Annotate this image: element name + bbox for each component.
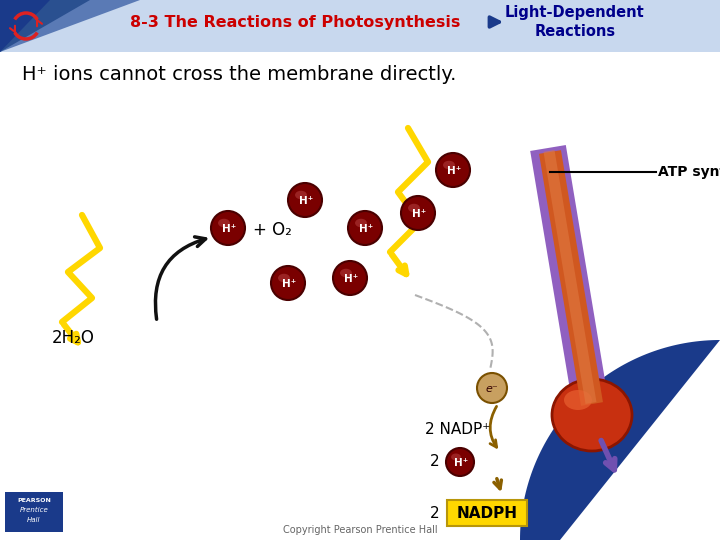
Text: 2 NADP⁺: 2 NADP⁺ bbox=[425, 422, 490, 437]
Circle shape bbox=[401, 196, 435, 230]
Bar bbox=[0, 0, 720, 52]
Text: ATP synthase: ATP synthase bbox=[658, 165, 720, 179]
Text: Hall: Hall bbox=[27, 517, 41, 523]
Polygon shape bbox=[520, 340, 720, 540]
Text: H⁺: H⁺ bbox=[299, 196, 313, 206]
Text: PEARSON: PEARSON bbox=[17, 497, 51, 503]
Ellipse shape bbox=[552, 379, 632, 451]
Text: H⁺ ions cannot cross the membrane directly.: H⁺ ions cannot cross the membrane direct… bbox=[22, 65, 456, 84]
Ellipse shape bbox=[443, 161, 455, 169]
Circle shape bbox=[477, 373, 507, 403]
FancyBboxPatch shape bbox=[447, 500, 527, 526]
Text: H⁺: H⁺ bbox=[344, 274, 358, 284]
Ellipse shape bbox=[218, 219, 230, 227]
Text: 2H₂O: 2H₂O bbox=[52, 329, 95, 347]
Circle shape bbox=[211, 211, 245, 245]
Text: 2: 2 bbox=[430, 455, 440, 469]
Circle shape bbox=[288, 183, 322, 217]
Text: Slide
29 of 51: Slide 29 of 51 bbox=[661, 487, 719, 517]
Text: Copyright Pearson Prentice Hall: Copyright Pearson Prentice Hall bbox=[283, 525, 437, 535]
Polygon shape bbox=[0, 0, 50, 52]
Text: e⁻: e⁻ bbox=[485, 384, 498, 394]
Bar bbox=[5, 492, 63, 532]
Polygon shape bbox=[0, 0, 140, 52]
Text: 8-3 The Reactions of Photosynthesis: 8-3 The Reactions of Photosynthesis bbox=[130, 15, 460, 30]
Text: NADPH: NADPH bbox=[456, 505, 518, 521]
Ellipse shape bbox=[408, 204, 420, 212]
Text: H⁺: H⁺ bbox=[359, 224, 373, 234]
Text: H⁺: H⁺ bbox=[222, 224, 236, 234]
Ellipse shape bbox=[295, 191, 307, 199]
Text: Light-Dependent
Reactions: Light-Dependent Reactions bbox=[505, 5, 645, 39]
Polygon shape bbox=[0, 0, 90, 52]
Text: + O₂: + O₂ bbox=[253, 221, 292, 239]
Ellipse shape bbox=[278, 274, 290, 282]
Ellipse shape bbox=[564, 390, 592, 410]
Ellipse shape bbox=[340, 269, 352, 277]
Circle shape bbox=[348, 211, 382, 245]
Text: H⁺: H⁺ bbox=[454, 458, 468, 468]
Text: H⁺: H⁺ bbox=[282, 279, 296, 289]
Text: H⁺: H⁺ bbox=[447, 166, 461, 176]
Circle shape bbox=[333, 261, 367, 295]
Circle shape bbox=[271, 266, 305, 300]
Text: 2: 2 bbox=[430, 505, 440, 521]
Ellipse shape bbox=[355, 219, 367, 227]
Text: H⁺: H⁺ bbox=[412, 209, 426, 219]
Text: Prentice: Prentice bbox=[19, 507, 48, 513]
Ellipse shape bbox=[451, 454, 461, 461]
Circle shape bbox=[436, 153, 470, 187]
Circle shape bbox=[446, 448, 474, 476]
